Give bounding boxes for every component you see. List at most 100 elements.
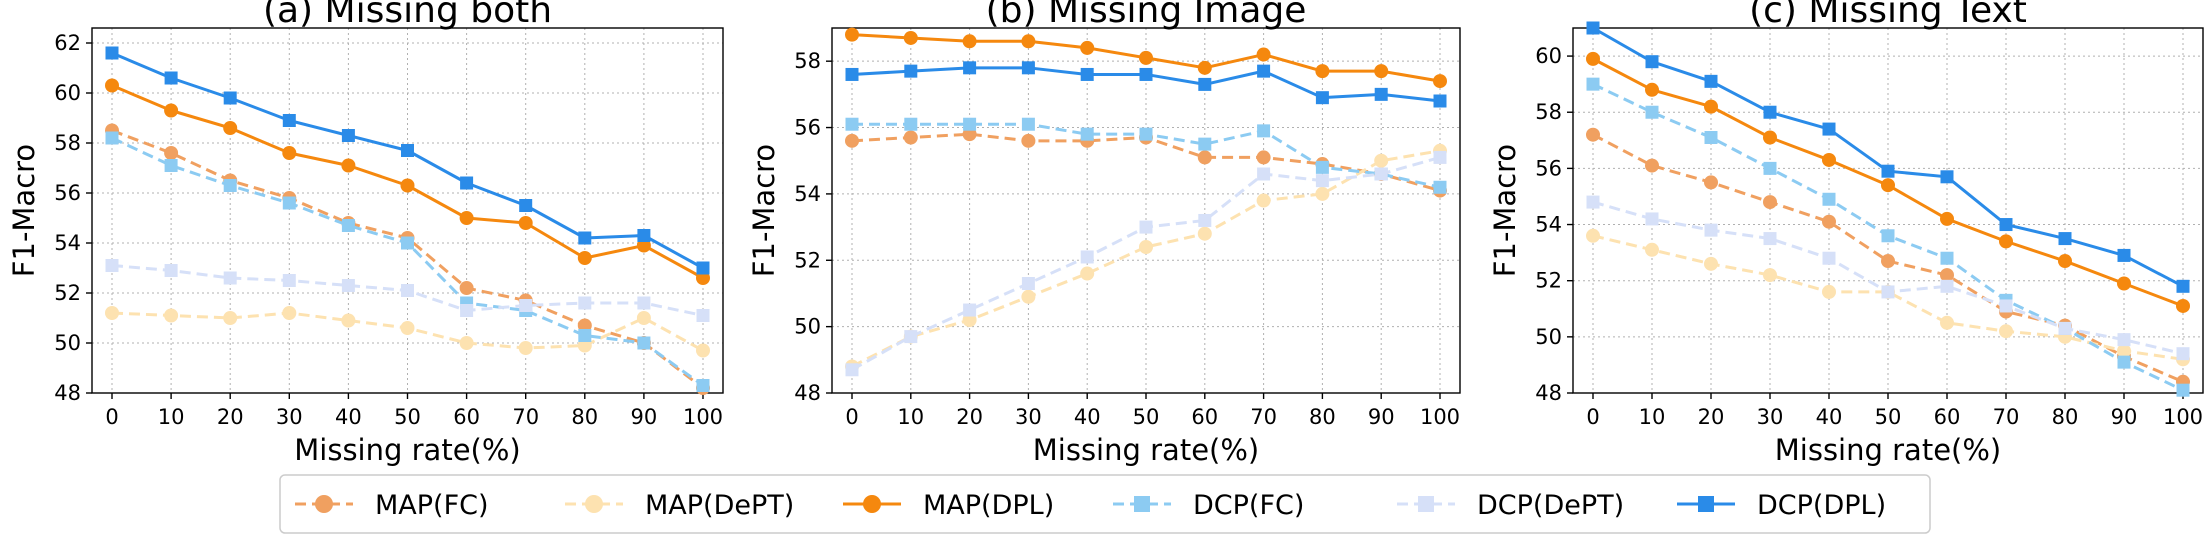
data-point xyxy=(2176,383,2190,397)
x-tick-label: 50 xyxy=(1875,405,1902,429)
data-point xyxy=(1881,164,1895,178)
data-point xyxy=(1822,122,1836,136)
data-point xyxy=(1315,160,1329,174)
data-point xyxy=(903,30,918,45)
data-point xyxy=(2176,279,2190,293)
data-point xyxy=(1315,174,1329,188)
x-tick-label: 40 xyxy=(335,405,362,429)
data-point xyxy=(636,311,651,325)
data-point xyxy=(1940,251,1954,265)
data-point xyxy=(1080,40,1095,55)
legend-label: DCP(FC) xyxy=(1193,490,1304,521)
data-point xyxy=(518,216,533,230)
y-tick-label: 50 xyxy=(794,315,821,339)
data-point xyxy=(1586,77,1600,91)
data-point xyxy=(105,131,119,145)
data-point xyxy=(1139,67,1153,81)
data-point xyxy=(845,27,859,42)
y-tick-label: 48 xyxy=(1535,381,1562,405)
data-point xyxy=(164,308,179,323)
x-tick-label: 90 xyxy=(631,405,658,429)
chart-panel-2: 0 10 20 30 40 50 60 70 80 90 100 48 50 52 54 56 58 (b) Mi… xyxy=(747,0,1461,467)
data-point xyxy=(578,329,592,342)
data-point xyxy=(1704,223,1718,237)
data-point xyxy=(1256,47,1271,62)
data-point xyxy=(696,343,710,358)
y-tick-label: 58 xyxy=(794,49,821,73)
data-point xyxy=(519,299,533,312)
data-point xyxy=(459,281,474,295)
data-point xyxy=(282,196,296,210)
series-line xyxy=(1592,26,2184,288)
series-dcp-dpl xyxy=(1586,21,2190,293)
x-tick-label: 20 xyxy=(956,405,983,429)
data-point xyxy=(578,231,592,245)
data-point xyxy=(1763,268,1777,283)
data-point xyxy=(1315,91,1329,105)
data-point xyxy=(1080,250,1094,264)
data-point xyxy=(1940,268,1954,283)
data-point xyxy=(164,159,178,172)
x-tick-label: 40 xyxy=(1074,405,1101,429)
data-point xyxy=(1080,127,1094,141)
legend-marker xyxy=(863,495,881,513)
y-tick-label: 60 xyxy=(54,81,81,105)
x-tick-label: 0 xyxy=(845,405,858,429)
series-dcp-fc xyxy=(845,117,1447,194)
data-point xyxy=(164,71,178,85)
chart-title: (a) Missing both xyxy=(263,0,552,31)
data-point xyxy=(1881,229,1895,243)
data-point xyxy=(2117,343,2131,358)
data-point xyxy=(223,311,238,325)
data-point xyxy=(962,34,977,49)
data-point xyxy=(904,330,918,344)
series-map-dept xyxy=(105,306,710,358)
x-tick-label: 80 xyxy=(1309,405,1336,429)
data-point xyxy=(1257,64,1271,78)
data-point xyxy=(1433,180,1447,194)
chart-panel-1: 0 10 20 30 40 50 60 70 80 90 100 48 50 52 54 56 58 60 62 (a… xyxy=(7,0,724,467)
data-point xyxy=(1822,152,1836,167)
data-point xyxy=(1940,211,1954,226)
data-point xyxy=(1999,234,2013,249)
chart-title: (b) Missing Image xyxy=(986,0,1307,31)
data-point xyxy=(1256,193,1271,208)
x-tick-label: 70 xyxy=(1250,405,1277,429)
data-point xyxy=(1999,299,2013,313)
y-tick-label: 54 xyxy=(1535,213,1562,237)
data-point xyxy=(1586,21,1600,35)
data-point xyxy=(637,229,651,242)
data-point xyxy=(1080,266,1095,281)
data-point xyxy=(1704,99,1718,114)
data-point xyxy=(2117,333,2131,347)
data-point xyxy=(577,251,592,265)
data-point xyxy=(2117,276,2131,291)
y-axis-label: F1-Macro xyxy=(1488,144,1522,277)
data-point xyxy=(341,158,356,173)
x-tick-label: 70 xyxy=(512,405,539,429)
x-tick-label: 100 xyxy=(1420,405,1460,429)
data-point xyxy=(401,236,414,250)
data-point xyxy=(282,114,296,127)
data-point xyxy=(1139,220,1153,234)
y-tick-label: 52 xyxy=(54,281,81,305)
legend-marker xyxy=(585,495,603,513)
data-point xyxy=(637,296,651,310)
series-map-dpl xyxy=(105,78,710,285)
x-tick-label: 90 xyxy=(1368,405,1395,429)
series-dcp-dpl xyxy=(105,46,710,275)
chart-title: (c) Missing Text xyxy=(1749,0,2027,31)
data-point xyxy=(1999,324,2013,339)
y-tick-label: 50 xyxy=(54,331,81,355)
data-point xyxy=(1881,254,1895,269)
data-point xyxy=(1940,279,1954,293)
x-tick-label: 30 xyxy=(1015,405,1042,429)
data-point xyxy=(1256,150,1271,165)
data-point xyxy=(164,146,179,160)
data-point xyxy=(963,61,977,75)
data-point xyxy=(282,306,297,320)
data-point xyxy=(518,341,533,355)
data-point xyxy=(1645,55,1659,69)
y-axis-label: F1-Macro xyxy=(747,144,781,277)
data-point xyxy=(460,304,474,317)
